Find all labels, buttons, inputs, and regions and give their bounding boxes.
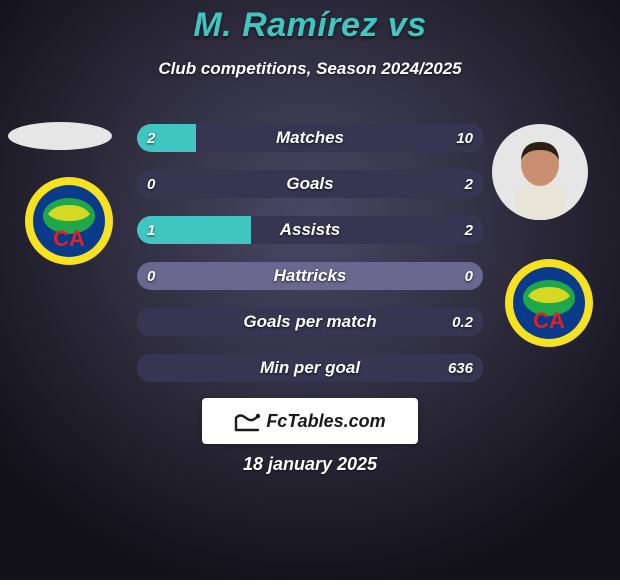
stat-fill-right: [137, 354, 483, 382]
player-right-club-badge: CA: [504, 258, 594, 348]
player-right-silhouette-icon: [500, 130, 580, 220]
player-left-club-badge: CA: [24, 176, 114, 266]
player-left-avatar: [8, 122, 112, 150]
stat-value-right: 0: [465, 262, 473, 290]
fctables-logo-icon: [234, 410, 260, 432]
stat-value-left: 0: [147, 170, 155, 198]
stat-value-right: 2: [465, 170, 473, 198]
stat-track: [137, 124, 483, 152]
stat-row: Goals per match0.2: [137, 308, 483, 336]
svg-text:CA: CA: [533, 308, 565, 333]
stat-value-right: 10: [456, 124, 473, 152]
stat-track: [137, 170, 483, 198]
page-title: M. Ramírez vs: [0, 6, 620, 45]
club-badge-icon: CA: [24, 176, 114, 266]
stat-row: Assists12: [137, 216, 483, 244]
stat-value-right: 0.2: [452, 308, 473, 336]
brand-text: FcTables.com: [266, 411, 385, 432]
stat-value-right: 636: [448, 354, 473, 382]
player-right-avatar: [492, 124, 588, 220]
stat-value-left: 2: [147, 124, 155, 152]
stat-fill-right: [196, 124, 483, 152]
brand-card: FcTables.com: [202, 398, 418, 444]
stat-value-left: 1: [147, 216, 155, 244]
stat-value-right: 2: [465, 216, 473, 244]
stat-fill-right: [251, 216, 483, 244]
comparison-bars: Matches210Goals02Assists12Hattricks00Goa…: [137, 124, 483, 400]
stat-value-left: 0: [147, 262, 155, 290]
stat-track: [137, 308, 483, 336]
stat-row: Min per goal636: [137, 354, 483, 382]
stat-track: [137, 216, 483, 244]
stat-track: [137, 262, 483, 290]
subtitle: Club competitions, Season 2024/2025: [0, 59, 620, 79]
stat-fill-right: [137, 170, 483, 198]
date-text: 18 january 2025: [0, 454, 620, 475]
stat-fill-right: [137, 308, 483, 336]
stat-track: [137, 354, 483, 382]
stat-row: Goals02: [137, 170, 483, 198]
stat-row: Matches210: [137, 124, 483, 152]
club-badge-icon: CA: [504, 258, 594, 348]
svg-text:CA: CA: [53, 226, 85, 251]
stat-row: Hattricks00: [137, 262, 483, 290]
stat-fill-left: [137, 124, 196, 152]
